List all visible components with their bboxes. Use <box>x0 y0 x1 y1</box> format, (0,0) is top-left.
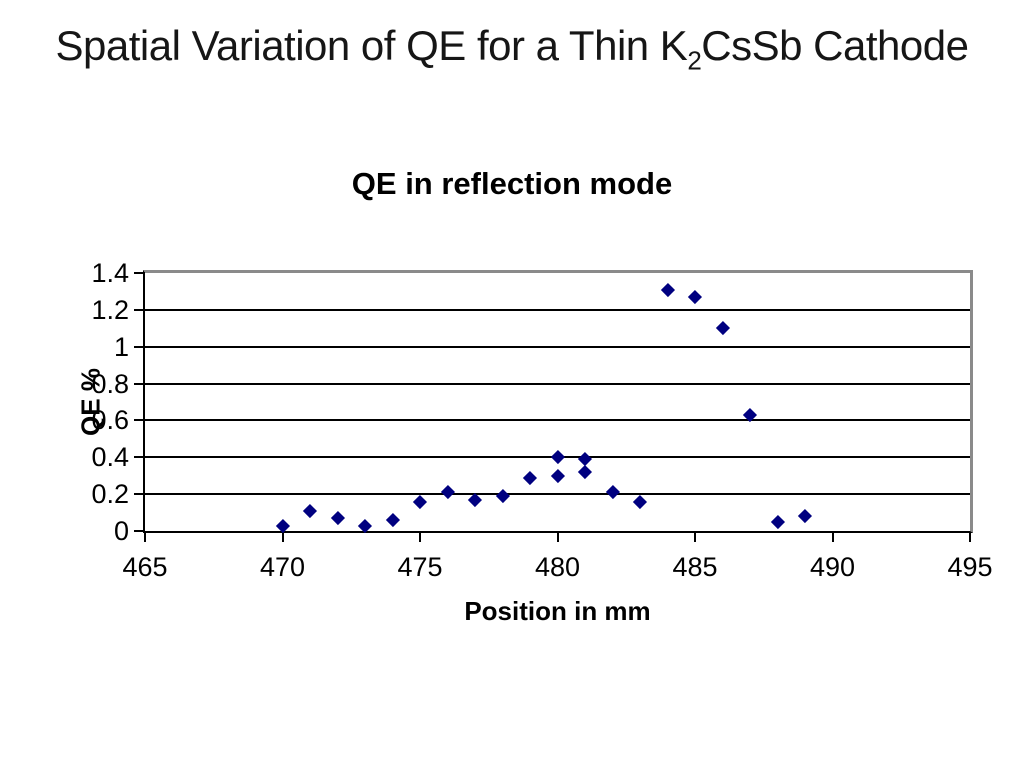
x-tick-label: 495 <box>947 552 993 582</box>
gridline <box>145 419 970 422</box>
plot-area: QE % Position in mm 0 0.2 0.4 0.6 0.8 1 1.2 1.4… <box>75 260 992 627</box>
scatter-chart: QE in reflection mode QE % Position in m… <box>40 160 992 640</box>
data-point-diamond <box>330 511 345 526</box>
x-axis-tick <box>694 533 696 542</box>
y-axis-tick <box>134 345 145 348</box>
x-axis-tick <box>831 533 834 542</box>
data-point-diamond <box>660 282 675 297</box>
data-point-diamond <box>577 465 592 480</box>
y-axis-tick <box>134 272 145 274</box>
y-tick-label: 1.4 <box>91 258 129 288</box>
data-point-diamond <box>797 509 812 524</box>
gridline <box>145 345 970 348</box>
data-point-diamond <box>522 470 537 485</box>
x-tick-label: 470 <box>259 552 306 582</box>
data-point-diamond <box>687 289 702 304</box>
x-axis-tick <box>281 533 284 542</box>
x-axis-tick <box>556 533 559 542</box>
data-point-diamond <box>385 512 400 527</box>
page-title-subscript: 2 <box>687 45 702 76</box>
y-tick-label: 0.2 <box>91 479 129 510</box>
x-tick-label: 480 <box>534 552 581 582</box>
data-point-diamond <box>632 494 647 509</box>
y-axis-tick <box>134 419 145 422</box>
data-point-diamond <box>412 494 427 509</box>
chart-title: QE in reflection mode <box>351 166 673 201</box>
data-point-diamond <box>550 450 565 465</box>
y-tick-label: 0.4 <box>91 442 129 473</box>
page-title: Spatial Variation of QE for a Thin K2CsS… <box>0 22 1024 76</box>
gridline <box>145 493 970 496</box>
x-tick-label: 465 <box>122 552 168 582</box>
y-axis-tick <box>134 456 145 459</box>
data-point-diamond <box>770 514 785 529</box>
y-tick-label: 1 <box>113 331 129 362</box>
x-tick-label: 475 <box>397 552 443 582</box>
y-tick-label: 0.8 <box>91 368 129 399</box>
data-point-diamond <box>440 485 455 500</box>
gridline <box>145 382 970 385</box>
data-point-diamond <box>357 518 372 533</box>
x-tick-label: 490 <box>809 552 856 582</box>
x-axis-tick <box>419 533 421 542</box>
y-axis-tick <box>134 308 145 311</box>
data-point-diamond <box>550 468 565 483</box>
data-point-diamond <box>605 485 620 500</box>
x-tick-label: 485 <box>672 552 718 582</box>
data-point-diamond <box>275 518 290 533</box>
y-tick-label: 1.2 <box>91 294 129 325</box>
y-axis-tick <box>134 530 145 532</box>
y-axis-tick <box>134 493 145 496</box>
x-axis-tick <box>144 533 146 542</box>
data-point-diamond <box>715 321 730 336</box>
page-title-prefix: Spatial Variation of QE for a Thin K <box>55 22 688 69</box>
x-axis-title: Position in mm <box>464 596 651 626</box>
y-axis-tick <box>134 382 145 385</box>
y-tick-label: 0 <box>113 516 129 546</box>
gridline <box>145 308 970 311</box>
page-title-suffix: CsSb Cathode <box>701 22 969 69</box>
x-axis-tick <box>969 533 971 542</box>
data-point-diamond <box>495 488 510 503</box>
data-point-diamond <box>302 503 317 518</box>
y-tick-label: 0.6 <box>91 405 129 436</box>
